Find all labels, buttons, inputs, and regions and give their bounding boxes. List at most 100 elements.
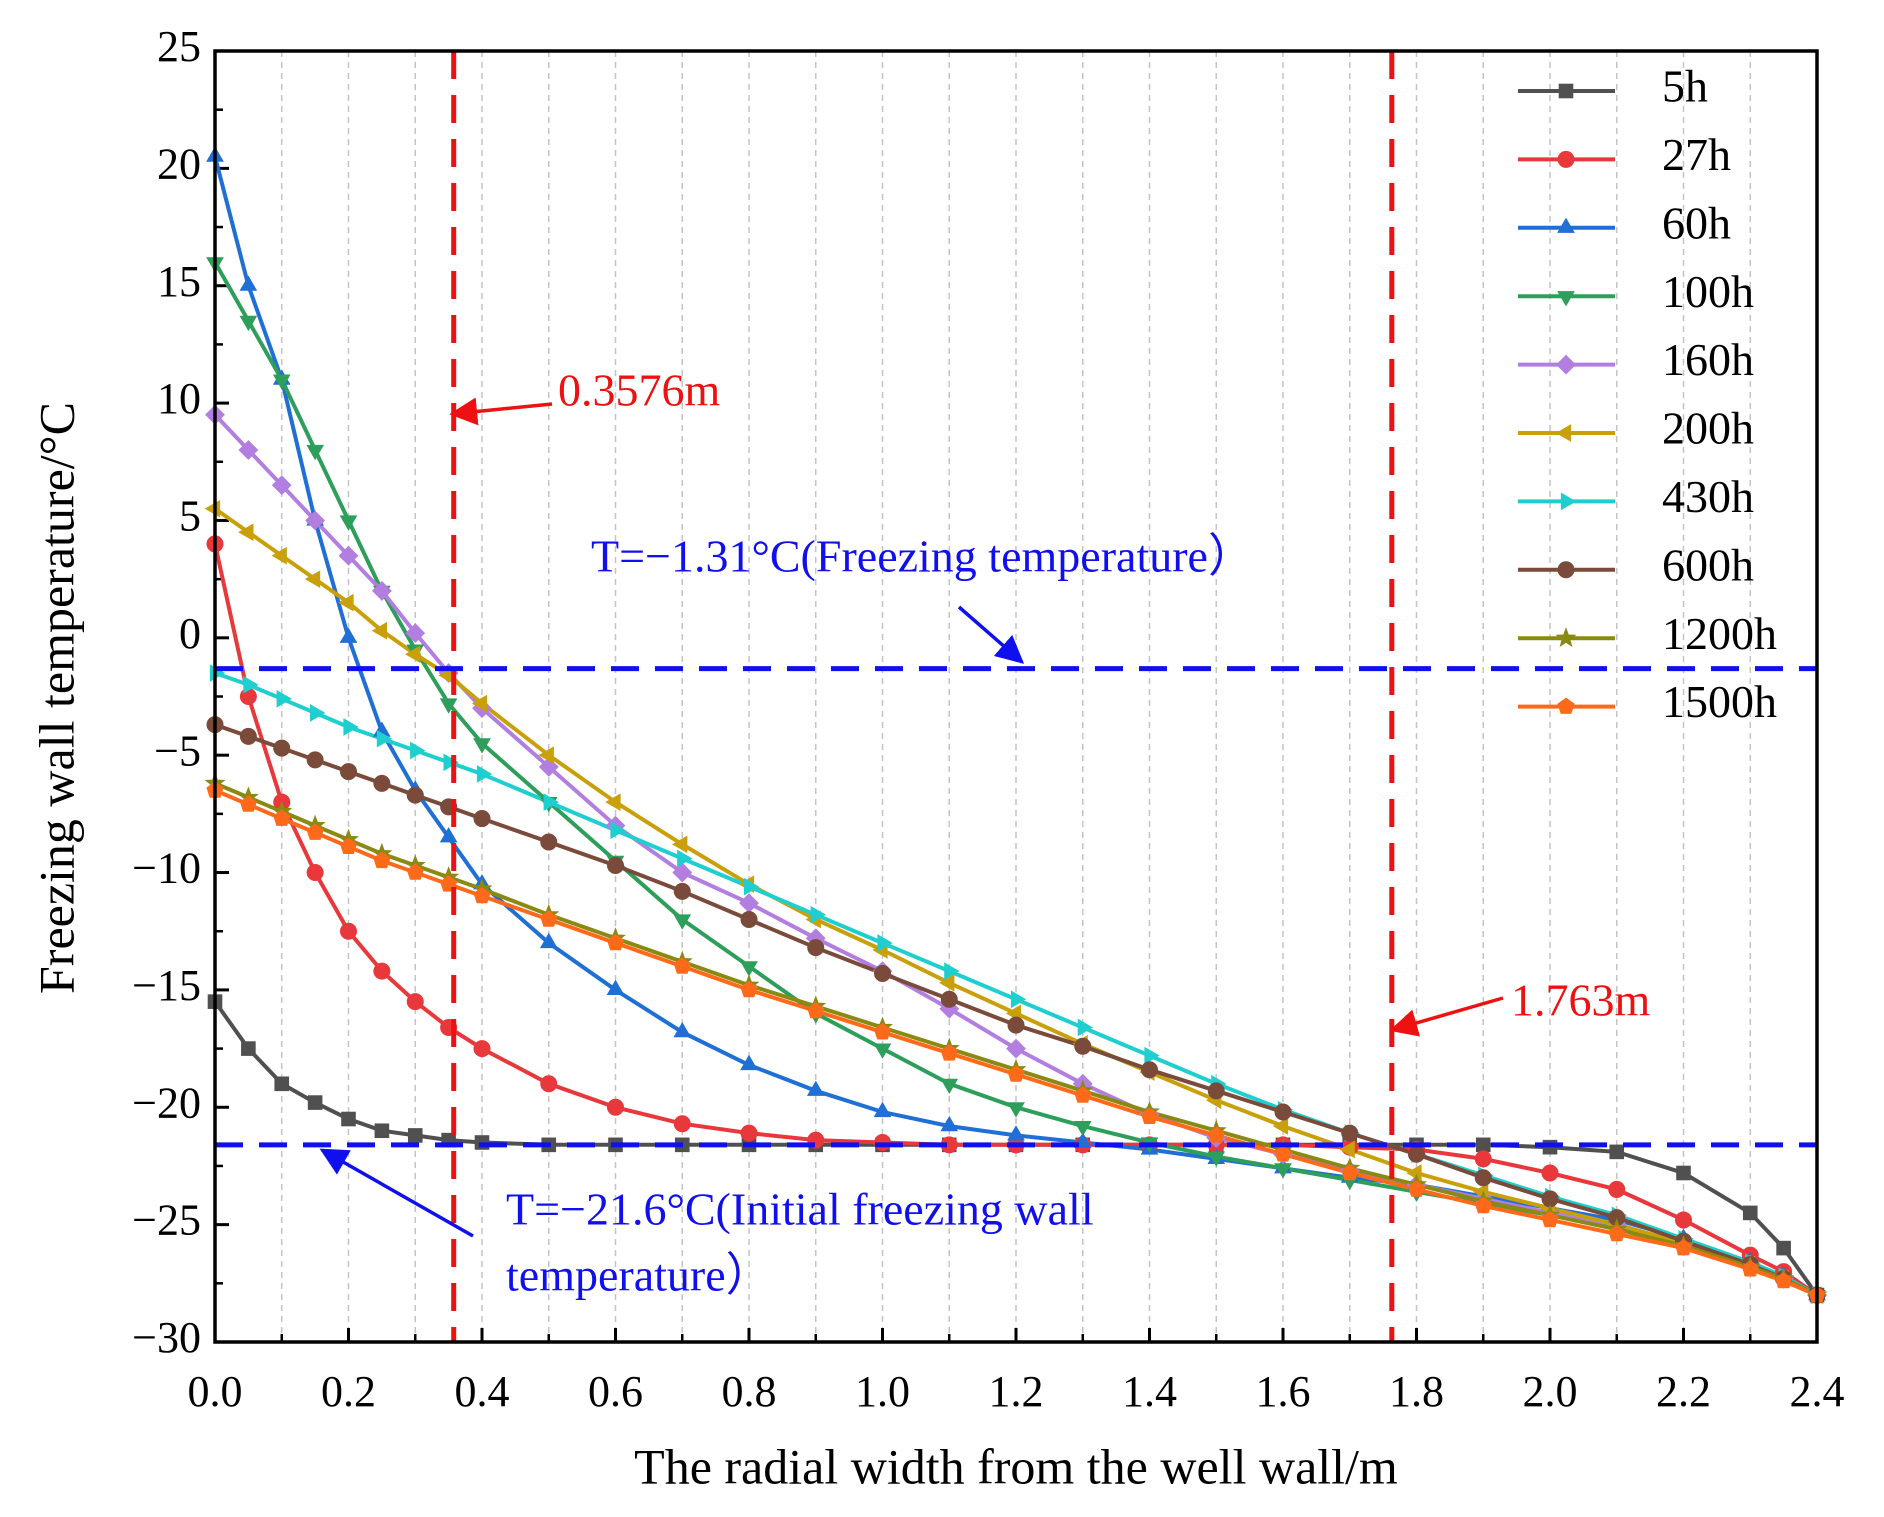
data-point — [1474, 1150, 1492, 1168]
data-point — [1541, 1164, 1559, 1182]
y-axis-title: Freezing wall temperature/°C — [28, 402, 84, 994]
data-point — [476, 765, 493, 783]
data-point — [339, 515, 358, 531]
x-tick-label: 0.2 — [321, 1367, 376, 1416]
legend-marker — [1556, 354, 1576, 375]
y-tick-label: −25 — [132, 1196, 201, 1245]
data-point — [1074, 1086, 1092, 1103]
data-point — [1475, 1137, 1491, 1153]
data-point — [439, 827, 458, 843]
data-point — [673, 1021, 692, 1038]
data-point — [239, 727, 257, 745]
data-point — [306, 823, 324, 840]
data-point — [471, 694, 488, 713]
data-point — [376, 729, 393, 748]
legend-marker — [1555, 424, 1572, 442]
series-line — [213, 507, 1818, 1297]
data-point — [407, 1128, 423, 1143]
data-point — [743, 877, 760, 896]
data-point — [806, 1080, 825, 1096]
y-tick-label: −5 — [154, 726, 201, 775]
data-point — [1207, 1126, 1225, 1143]
data-point — [405, 645, 421, 664]
data-point — [276, 690, 292, 708]
data-point — [940, 1078, 959, 1095]
legend-label: 600h — [1662, 539, 1754, 590]
data-point — [473, 738, 491, 754]
data-point — [1007, 1102, 1025, 1118]
data-point — [1407, 1180, 1426, 1197]
data-point — [273, 739, 291, 757]
legend-label: 1500h — [1662, 676, 1777, 727]
legend-marker — [1557, 561, 1575, 579]
data-point — [339, 837, 358, 854]
data-point — [1007, 1125, 1025, 1141]
legend-label: 5h — [1662, 61, 1708, 112]
data-point — [439, 698, 458, 714]
data-point — [672, 862, 693, 883]
data-point — [1609, 1144, 1625, 1160]
data-point — [310, 704, 326, 722]
data-point — [1207, 1151, 1226, 1167]
data-point — [274, 1076, 290, 1092]
x-tick-label: 2.2 — [1656, 1367, 1711, 1416]
x-tick-label: 0.0 — [188, 1367, 243, 1416]
data-point — [1474, 1196, 1492, 1214]
data-point — [340, 763, 357, 781]
data-point — [340, 922, 357, 940]
data-point — [740, 980, 758, 998]
data-point — [873, 1043, 892, 1059]
data-point — [739, 893, 759, 914]
legend-label: 27h — [1662, 129, 1731, 180]
x-tick-label: 2.0 — [1523, 1367, 1578, 1416]
data-point — [239, 315, 258, 332]
data-point — [873, 1023, 892, 1040]
data-point — [1541, 1210, 1559, 1228]
legend-marker — [1557, 217, 1575, 233]
data-point — [374, 1123, 390, 1139]
data-point — [1077, 1018, 1094, 1037]
legend-label: 100h — [1662, 266, 1754, 317]
annotation: temperature） — [506, 1250, 772, 1301]
data-point — [807, 939, 825, 957]
legend-marker — [1557, 291, 1575, 307]
x-tick-label: 1.8 — [1389, 1367, 1444, 1416]
data-point — [877, 934, 893, 952]
data-point — [1608, 1180, 1626, 1198]
annotation: 0.3576m — [558, 365, 721, 416]
data-point — [305, 510, 326, 531]
data-point — [405, 623, 426, 644]
y-tick-label: 5 — [179, 492, 201, 541]
x-tick-label: 0.4 — [455, 1367, 510, 1416]
x-tick-label: 0.6 — [588, 1367, 643, 1416]
data-point — [740, 1124, 758, 1142]
data-point — [304, 570, 321, 588]
data-point — [673, 882, 691, 900]
y-tick-label: −30 — [132, 1313, 201, 1362]
data-point — [238, 440, 259, 460]
series-line — [213, 413, 1818, 1297]
data-point — [1741, 1260, 1759, 1277]
data-point — [671, 835, 688, 854]
legend-label: 1200h — [1662, 608, 1777, 659]
data-point — [606, 933, 625, 951]
data-point — [540, 910, 558, 927]
data-point — [306, 751, 324, 769]
data-point — [1339, 1140, 1355, 1159]
data-point — [406, 863, 424, 880]
data-point — [443, 753, 459, 772]
data-point — [543, 793, 560, 811]
data-point — [1474, 1169, 1492, 1187]
data-point — [940, 1115, 959, 1132]
data-point — [1775, 1271, 1793, 1289]
data-point — [307, 1095, 323, 1110]
y-tick-label: 20 — [157, 139, 201, 188]
data-point — [940, 990, 958, 1008]
data-point — [1007, 1065, 1025, 1082]
x-tick-label: 1.2 — [989, 1367, 1044, 1416]
data-point — [607, 1098, 624, 1116]
x-tick-label: 1.6 — [1256, 1367, 1311, 1416]
data-point — [243, 675, 259, 694]
data-point — [373, 851, 391, 869]
annotation: T=−21.6°C(Initial freezing wall — [506, 1184, 1094, 1235]
